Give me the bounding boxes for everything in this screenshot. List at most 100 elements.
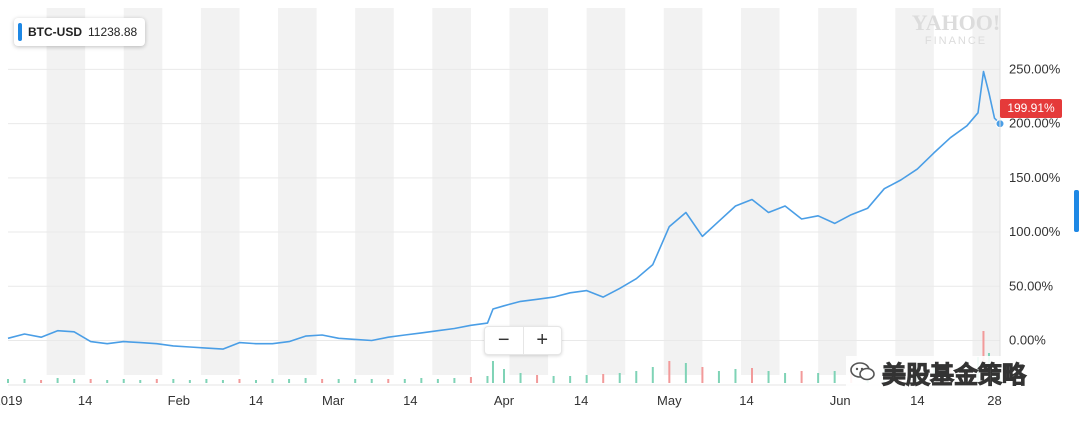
volume-bar <box>420 378 423 383</box>
week-band <box>46 8 86 375</box>
volume-bar <box>172 379 175 383</box>
last-value-badge: 199.91% <box>1000 99 1062 118</box>
y-tick-label: 0.00% <box>1009 332 1046 347</box>
week-band <box>586 8 626 375</box>
week-band <box>278 8 317 375</box>
volume-bar <box>817 373 820 383</box>
volume-bar <box>503 369 505 383</box>
volume-bar <box>40 380 43 383</box>
volume-bar <box>188 380 191 383</box>
volume-bar <box>734 369 737 383</box>
volume-bar <box>436 379 439 383</box>
y-tick-label: 200.00% <box>1009 116 1061 131</box>
x-tick-label: Jun <box>830 393 851 408</box>
volume-bar <box>491 361 494 383</box>
volume-bar <box>354 379 357 383</box>
volume-bar <box>602 374 605 383</box>
volume-bar <box>122 379 125 383</box>
volume-bar <box>304 378 307 383</box>
volume-bar <box>552 376 555 383</box>
volume-bar <box>155 379 158 383</box>
volume-bar <box>668 361 671 383</box>
x-tick-label: 14 <box>78 393 92 408</box>
legend-price: 11238.88 <box>88 25 138 39</box>
volume-bar <box>519 373 522 383</box>
x-tick-label: Mar <box>322 393 345 408</box>
volume-bar <box>453 378 456 383</box>
volume-bar <box>321 379 324 383</box>
weekly-bands <box>46 8 1000 375</box>
volume-bar <box>833 371 836 383</box>
volume-bar <box>536 375 539 383</box>
volume-bar <box>106 380 109 383</box>
volume-bar <box>56 378 59 383</box>
legend-color-bar <box>18 23 22 41</box>
volume-bar <box>784 373 787 383</box>
x-tick-label: Feb <box>168 393 190 408</box>
scroll-handle[interactable] <box>1074 190 1079 232</box>
volume-bar <box>288 379 291 383</box>
week-band <box>432 8 471 375</box>
zoom-in-button[interactable]: + <box>536 329 549 351</box>
week-band <box>895 8 934 375</box>
volume-bar <box>486 376 489 383</box>
x-axis: 2019 14 Feb 14 Mar 14 Apr 14 May 14 Jun 14 28 <box>0 384 1002 408</box>
volume-bar <box>370 379 373 383</box>
caption-text: 美股基金策略 <box>882 360 1027 389</box>
volume-bar <box>205 379 208 383</box>
x-tick-label: 14 <box>739 393 753 408</box>
x-tick-label: 14 <box>574 393 588 408</box>
volume-bar <box>238 379 241 383</box>
y-tick-label: 150.00% <box>1009 170 1061 185</box>
y-tick-label: 250.00% <box>1009 61 1061 76</box>
volume-bar <box>618 373 621 383</box>
volume-bar <box>271 379 274 383</box>
volume-bar <box>469 377 472 383</box>
volume-bar <box>717 371 720 383</box>
zoom-control: − + <box>484 326 562 355</box>
x-tick-label: 14 <box>249 393 263 408</box>
volume-bar <box>337 379 340 383</box>
x-tick-label: 14 <box>403 393 417 408</box>
week-band <box>740 8 780 375</box>
price-line <box>7 70 1001 350</box>
week-band <box>663 8 703 375</box>
volume-bar <box>751 368 753 383</box>
volume-bar <box>585 375 588 383</box>
x-tick-label: Apr <box>494 393 515 408</box>
volume-bar <box>139 380 142 383</box>
volume-bar <box>73 379 76 383</box>
y-tick-label: 100.00% <box>1009 224 1061 239</box>
y-axis: 0.00% 50.00% 100.00% 150.00% 200.00% 250.00% <box>999 8 1061 375</box>
wechat-icon <box>850 361 876 383</box>
watermark-line2: FINANCE <box>924 35 988 47</box>
yahoo-finance-watermark: YAHOO! FINANCE <box>910 12 1002 47</box>
week-band <box>123 8 163 375</box>
volume-bar <box>403 379 406 383</box>
volume-bar <box>569 376 572 383</box>
legend-chip[interactable]: BTC-USD 11238.88 <box>14 18 146 46</box>
zoom-out-button[interactable]: − <box>485 327 524 354</box>
week-band <box>355 8 394 375</box>
x-tick-label: 2019 <box>0 393 22 408</box>
week-band <box>818 8 857 375</box>
volume-bar <box>23 379 26 383</box>
volume-bar <box>221 380 224 383</box>
volume-bar <box>701 367 704 383</box>
volume-bar <box>767 371 770 383</box>
volume-bar <box>651 367 654 383</box>
volume-bar <box>684 363 687 383</box>
caption-overlay: 美股基金策略 <box>846 356 1030 389</box>
y-tick-label: 50.00% <box>1009 278 1054 293</box>
last-value-text: 199.91% <box>1007 101 1055 115</box>
volume-bar <box>635 371 638 383</box>
week-band <box>972 8 1000 375</box>
volume-bar <box>255 380 257 383</box>
volume-bar <box>89 379 92 383</box>
volume-bar <box>800 371 803 383</box>
volume-bar <box>7 379 9 383</box>
x-tick-label: 14 <box>910 393 924 408</box>
volume-bar <box>387 379 390 383</box>
